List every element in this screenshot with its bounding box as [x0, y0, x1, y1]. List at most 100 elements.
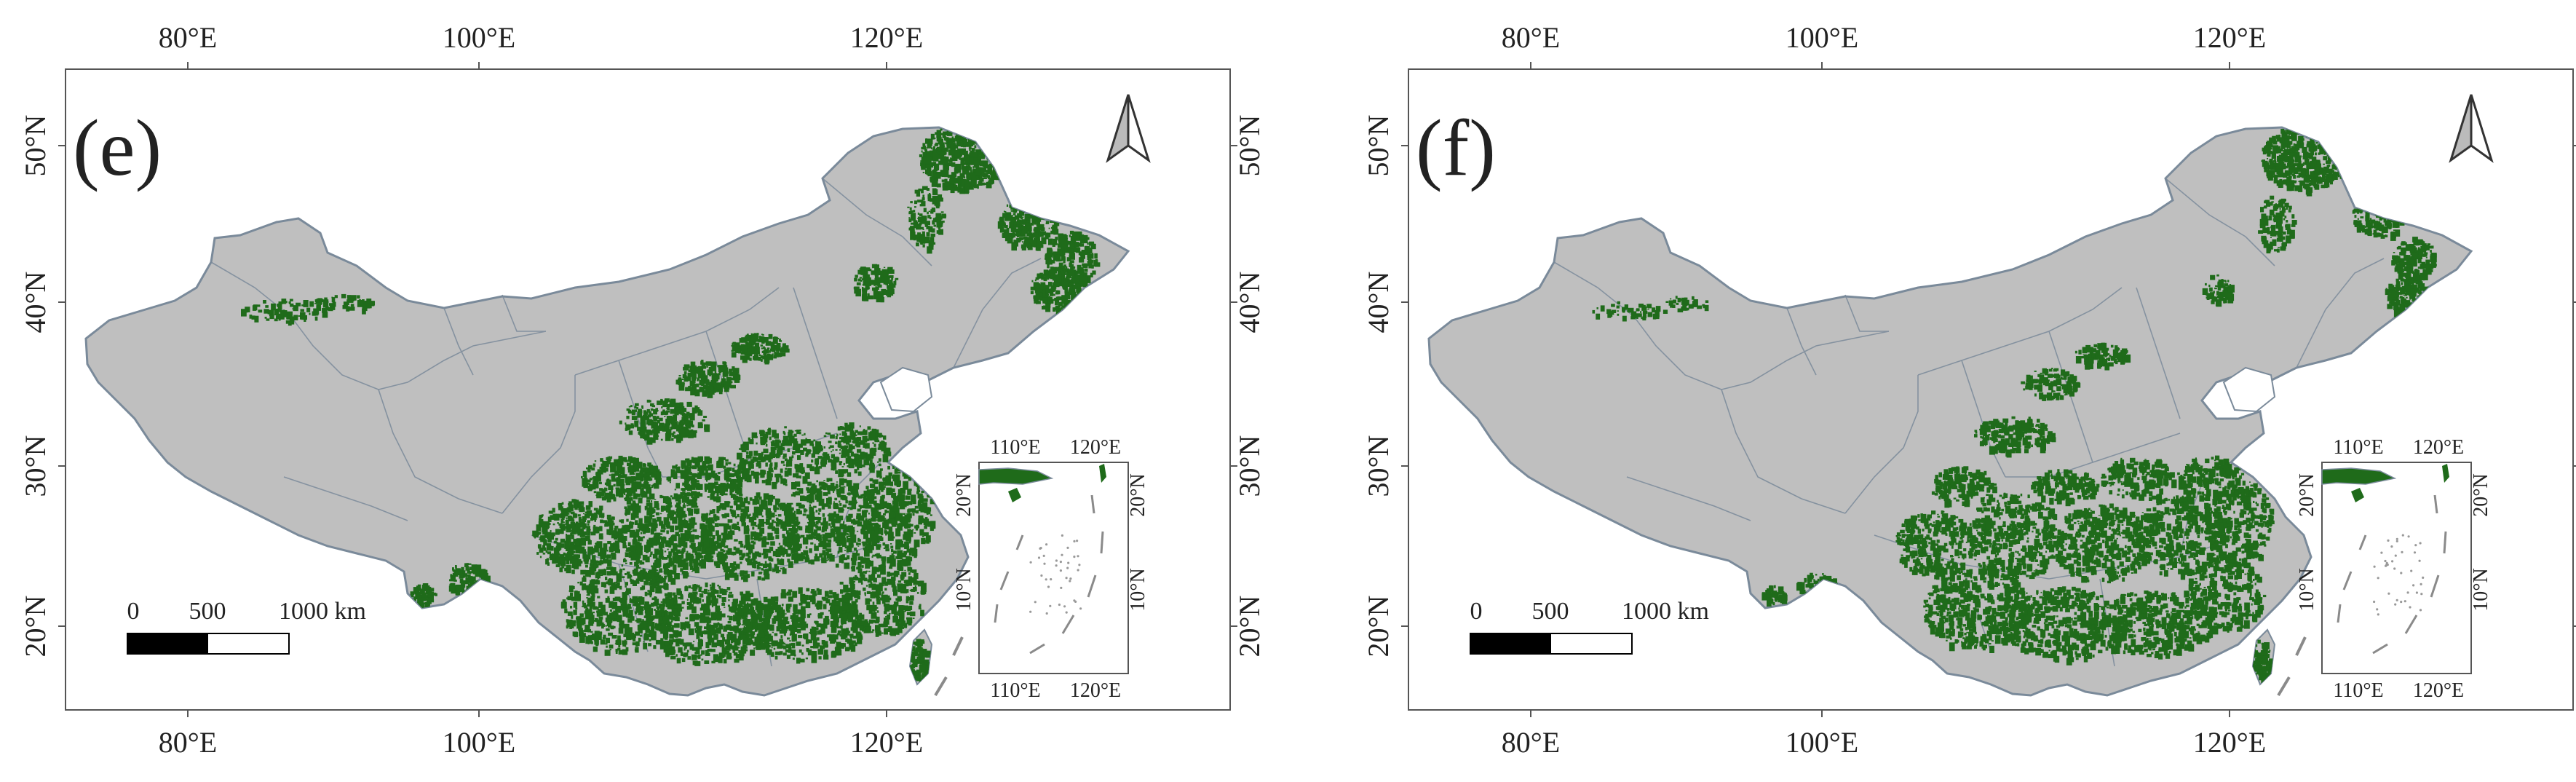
province-boundary: [1626, 476, 1751, 521]
province-boundary: [1553, 261, 1722, 390]
province-boundary: [1844, 375, 1919, 514]
inset-map: 110°E 120°E 110°E 120°E 20°N 20°N 10°N 10°N: [953, 436, 1149, 702]
province-boundary: [210, 261, 379, 390]
province-boundary: [1844, 294, 1889, 332]
dash-segment: [2372, 643, 2388, 655]
inset-longitude-label-top: 120°E: [1070, 436, 1121, 459]
longitude-label-top: 100°E: [1786, 21, 1858, 54]
dash-segment: [934, 676, 948, 697]
bohai-sea: [2222, 366, 2276, 413]
vegetation-cover: [1592, 127, 2437, 684]
province-boundary: [1786, 307, 1817, 376]
inset-mainland: [978, 467, 1054, 485]
bohai-sea: [879, 366, 933, 413]
inset-latitude-label-left: 20°N: [953, 473, 975, 516]
scale-label-500: 500: [1532, 598, 1569, 625]
inset-hainan: [1008, 488, 1021, 502]
inset-latitude-label-right: 20°N: [1127, 473, 1149, 516]
dash-segment: [2342, 571, 2353, 591]
province-boundary: [2296, 258, 2385, 368]
inset-islands: [1029, 534, 1082, 615]
inset-latitude-label-right: 10°N: [1127, 568, 1149, 611]
scale-label-500: 500: [189, 598, 226, 625]
dash-segment: [994, 604, 999, 623]
province-boundary: [443, 307, 474, 376]
latitude-label-left: 20°N: [19, 596, 52, 657]
scale-bar: 0 500 1000 km: [127, 598, 366, 655]
province-boundary: [378, 331, 547, 390]
longitude-label-bottom: 100°E: [443, 726, 515, 759]
inset-latitude-label-left: 10°N: [2296, 568, 2318, 611]
latitude-label-left: 50°N: [1362, 115, 1395, 177]
inset-islands: [2373, 534, 2425, 616]
latitude-label-right: 30°N: [1233, 435, 1266, 497]
dash-segment: [1100, 531, 1104, 554]
inset-map: 110°E 120°E 110°E 120°E 20°N 20°N 10°N 10°N: [2296, 436, 2492, 702]
longitude-label-bottom: 80°E: [159, 726, 217, 759]
province-boundary: [1721, 389, 1846, 514]
map-frame: [65, 68, 1231, 711]
inset-longitude-label-top: 120°E: [2413, 436, 2464, 459]
scale-bar-white: [1550, 633, 1633, 655]
scale-label-0: 0: [127, 598, 140, 625]
inset-latitude-label-right: 10°N: [2470, 568, 2492, 611]
province-boundary: [618, 564, 649, 652]
panel-label: (e): [73, 103, 162, 192]
longitude-label-top: 120°E: [850, 21, 923, 54]
longitude-label-top: 100°E: [443, 21, 515, 54]
longitude-label-top: 80°E: [159, 21, 217, 54]
scale-label-1000: 1000 km: [279, 598, 366, 625]
map-content: [1427, 126, 2473, 745]
map-frame: [1408, 68, 2574, 711]
province-boundary: [283, 476, 408, 521]
dash-segment: [1061, 615, 1075, 634]
longitude-label-bottom: 80°E: [1502, 726, 1560, 759]
scale-bar: 0 500 1000 km: [1470, 598, 1709, 655]
dash-segment: [2358, 534, 2367, 550]
latitude-label-right: 50°N: [1233, 115, 1266, 177]
dash-segment: [2430, 574, 2440, 598]
north-arrow-icon: [1106, 94, 1151, 163]
north-arrow-left-half: [1106, 94, 1130, 163]
province-boundary: [705, 331, 750, 463]
dash-segment: [2295, 636, 2307, 656]
longitude-label-top: 80°E: [1502, 21, 1560, 54]
inset-latitude-label-left: 20°N: [2296, 473, 2318, 516]
map-panel-e: 80°E 100°E 120°E 80°E 100°E 120°E 50°N 50°N 40°N…: [19, 21, 1266, 759]
inset-longitude-label-bottom: 110°E: [2333, 679, 2383, 702]
inset-longitude-label-bottom: 120°E: [1070, 679, 1121, 702]
longitude-label-bottom: 120°E: [850, 726, 923, 759]
province-boundary: [1917, 287, 2123, 376]
province-boundary: [2048, 331, 2093, 463]
longitude-label-top: 120°E: [2193, 21, 2266, 54]
dash-segment: [999, 571, 1010, 591]
inset-dash-line: [994, 494, 1104, 655]
latitude-label-right: 20°N: [1233, 596, 1266, 657]
inset-longitude-label-bottom: 110°E: [990, 679, 1040, 702]
inset-longitude-label-top: 110°E: [2333, 436, 2383, 459]
province-boundary: [1721, 331, 1890, 390]
inset-dash-line: [2337, 494, 2447, 655]
inset-frame: [978, 462, 1129, 674]
province-boundary: [574, 287, 780, 376]
inset-hainan: [2351, 488, 2364, 502]
province-boundary: [793, 287, 838, 419]
scale-bar-black: [127, 633, 208, 655]
hainan-island: [2053, 721, 2085, 745]
hainan-island: [710, 721, 742, 745]
province-boundary: [502, 375, 576, 514]
panel-label: (f): [1416, 103, 1496, 192]
scale-bar-white: [207, 633, 290, 655]
province-boundaries: [210, 178, 1042, 667]
latitude-label-left: 40°N: [1362, 272, 1395, 333]
latitude-label-left: 30°N: [1362, 435, 1395, 497]
map-panel-f: 80°E100°E120°E80°E100°E120°E50°N50°N40°N…: [1362, 21, 2576, 759]
scale-label-1000: 1000 km: [1622, 598, 1709, 625]
province-boundary: [822, 178, 932, 266]
latitude-label-left: 40°N: [19, 272, 52, 333]
scale-bar-black: [1470, 633, 1551, 655]
latitude-label-right: 40°N: [1233, 272, 1266, 333]
dash-segment: [2404, 615, 2418, 634]
inset-taiwan: [2442, 464, 2449, 483]
